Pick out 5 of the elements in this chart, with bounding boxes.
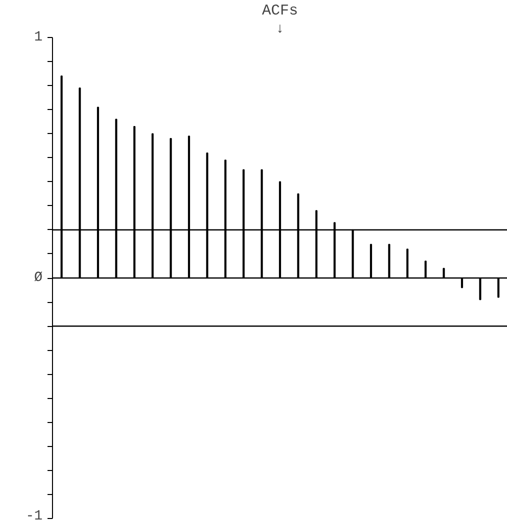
- y-tick-label: -1: [26, 508, 43, 524]
- y-tick-label: 1: [34, 30, 43, 46]
- y-tick-label: Ø: [34, 270, 43, 286]
- annotation: ↓: [276, 22, 284, 38]
- chart-title: ACFs: [262, 2, 298, 20]
